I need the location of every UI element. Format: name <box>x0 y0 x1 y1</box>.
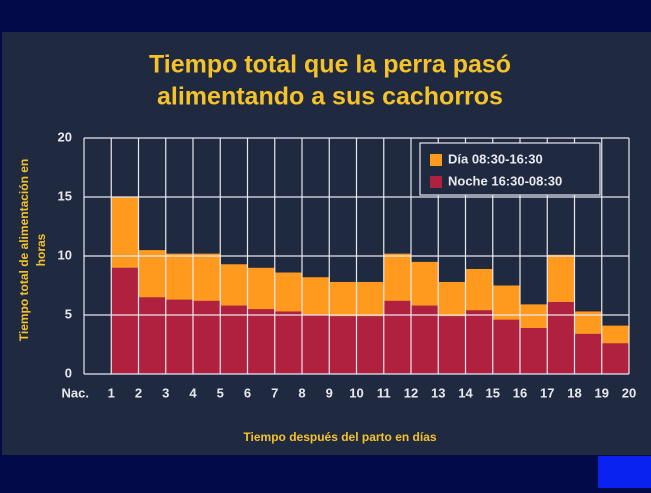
bar-segment <box>492 285 521 320</box>
bar-segment <box>329 316 357 374</box>
bar-segment <box>138 297 167 374</box>
bar-segment <box>138 250 167 298</box>
x-tick-label: 12 <box>404 385 418 400</box>
x-tick-label: 10 <box>349 385 363 400</box>
x-tick-label: Nac. <box>62 385 89 400</box>
bar-segment <box>356 281 385 317</box>
bar-segment <box>302 277 330 315</box>
y-tick-label: 20 <box>58 129 72 144</box>
bar-segment <box>302 315 330 374</box>
bar-segment <box>411 261 439 306</box>
x-tick-label: 11 <box>377 385 391 400</box>
bar-segment <box>247 267 276 310</box>
bar-segment <box>111 267 139 374</box>
x-tick-label: 13 <box>431 385 445 400</box>
bar-segment <box>547 302 575 374</box>
bar-segment <box>601 343 630 374</box>
bar-segment <box>274 272 303 312</box>
bar-segment <box>574 333 603 374</box>
bar-segment <box>220 305 248 374</box>
legend-box <box>419 142 601 196</box>
bar-segment <box>165 253 194 300</box>
bar-segment <box>601 325 630 344</box>
bar-segment <box>465 310 494 374</box>
bar-segment <box>383 300 412 374</box>
x-tick-label: 1 <box>108 385 115 400</box>
legend-label: Noche 16:30-08:30 <box>448 173 562 188</box>
y-tick-label: 15 <box>58 188 72 203</box>
bar-segment <box>465 268 494 311</box>
bar-segment <box>356 316 385 374</box>
y-tick-label: 10 <box>58 247 72 262</box>
bar-segment <box>547 254 575 303</box>
bar-segment <box>492 319 521 374</box>
x-tick-label: 2 <box>135 385 142 400</box>
bar-segment <box>165 299 194 374</box>
chart-title: alimentando a sus cachorros <box>157 83 503 111</box>
legend-swatch <box>430 154 442 166</box>
chart-title: Tiempo total que la perra pasó <box>149 51 511 79</box>
bar-segment <box>438 316 466 374</box>
bar-segment <box>193 300 221 374</box>
bar-segment <box>383 253 412 301</box>
chart-panel <box>2 32 651 455</box>
x-tick-label: 19 <box>595 385 609 400</box>
x-tick-label: 18 <box>567 385 581 400</box>
bar-segment <box>520 327 548 374</box>
bar-segment <box>247 309 276 374</box>
x-tick-label: 15 <box>486 385 500 400</box>
bar-segment <box>220 264 248 306</box>
y-tick-label: 5 <box>65 306 72 321</box>
x-tick-label: 7 <box>271 385 278 400</box>
x-tick-label: 16 <box>513 385 527 400</box>
x-tick-label: 8 <box>298 385 305 400</box>
x-tick-label: 20 <box>622 385 636 400</box>
y-tick-label: 0 <box>65 365 72 380</box>
bar-segment <box>574 311 603 334</box>
x-tick-label: 6 <box>244 385 251 400</box>
bar-segment <box>329 281 357 317</box>
x-tick-label: 9 <box>326 385 333 400</box>
y-axis-label: Tiempo total de alimentación en <box>17 159 31 341</box>
bar-segment <box>438 281 466 317</box>
bar-segment <box>411 305 439 374</box>
x-tick-label: 4 <box>189 385 197 400</box>
x-axis-label: Tiempo después del parto en días <box>243 430 436 444</box>
x-tick-label: 3 <box>162 385 169 400</box>
legend-swatch <box>430 176 442 188</box>
x-tick-label: 14 <box>458 385 473 400</box>
corner-square <box>598 456 651 488</box>
bar-segment <box>274 311 303 374</box>
legend-label: Día 08:30-16:30 <box>448 151 543 166</box>
bar-segment <box>193 253 221 301</box>
y-axis-label: horas <box>34 233 48 266</box>
x-tick-label: 5 <box>217 385 224 400</box>
x-tick-label: 17 <box>540 385 554 400</box>
bar-segment <box>520 304 548 328</box>
bar-segment <box>111 197 139 268</box>
